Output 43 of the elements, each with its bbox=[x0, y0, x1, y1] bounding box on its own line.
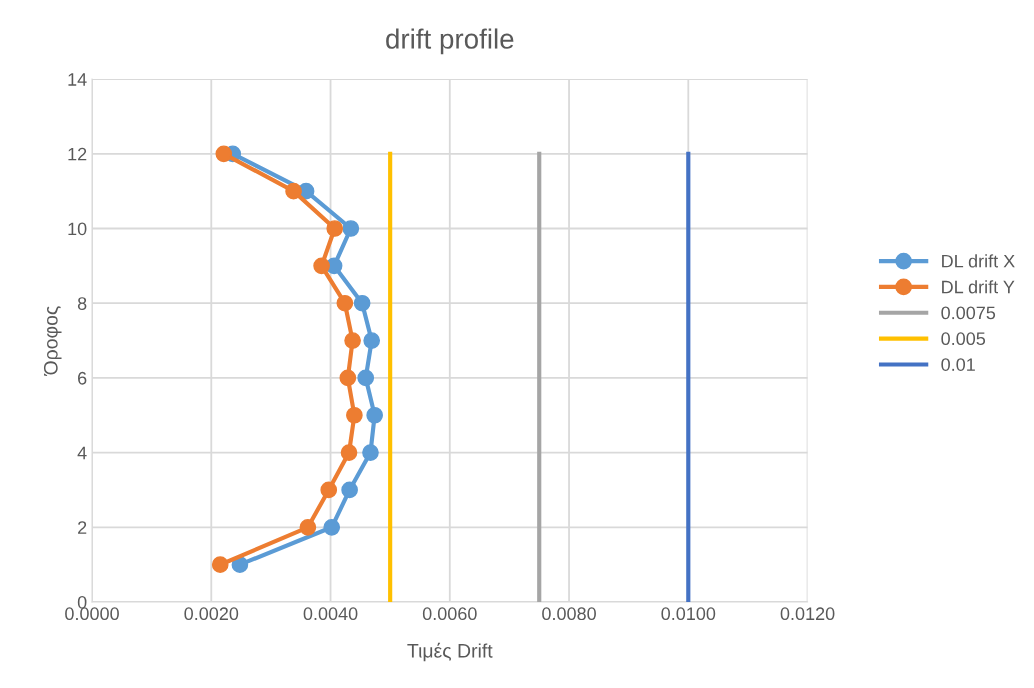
point bbox=[363, 332, 381, 349]
point bbox=[285, 182, 302, 200]
y-tick-label: 12 bbox=[68, 147, 87, 161]
point bbox=[299, 518, 317, 536]
point bbox=[326, 220, 344, 237]
legend-label: 0.005 bbox=[941, 332, 986, 346]
point bbox=[342, 220, 360, 237]
x-tick-label: 0.0080 bbox=[542, 607, 596, 621]
point bbox=[320, 481, 338, 499]
legend-label: 0.0075 bbox=[941, 306, 996, 320]
point bbox=[346, 406, 363, 424]
point bbox=[344, 332, 361, 349]
point bbox=[353, 294, 371, 312]
chart-title: drift profile bbox=[386, 28, 514, 55]
point bbox=[339, 369, 357, 387]
point bbox=[211, 556, 229, 573]
point bbox=[215, 145, 233, 163]
x-tick-label: 0.0100 bbox=[661, 607, 716, 621]
y-tick-label: 2 bbox=[78, 521, 87, 534]
x-tick-label: 0.0040 bbox=[303, 607, 358, 621]
x-tick-label: 0.0020 bbox=[184, 607, 239, 621]
point bbox=[366, 406, 383, 424]
y-tick-label: 10 bbox=[68, 222, 87, 236]
x-axis-title: Τιμές Drift bbox=[407, 642, 493, 662]
point bbox=[340, 444, 358, 461]
point bbox=[341, 481, 358, 499]
x-tick-label: 0.0120 bbox=[780, 607, 835, 621]
point bbox=[336, 294, 354, 312]
point bbox=[362, 444, 379, 461]
y-tick-label: 8 bbox=[77, 297, 87, 310]
legend-label: 0.01 bbox=[941, 358, 975, 371]
y-tick-label: 0 bbox=[77, 595, 87, 609]
y-tick-label: 14 bbox=[68, 73, 87, 86]
point bbox=[323, 518, 341, 536]
point bbox=[313, 257, 330, 275]
x-tick-label: 0.0060 bbox=[422, 607, 477, 621]
point bbox=[357, 369, 375, 387]
legend-label: DL drift Y bbox=[942, 280, 1015, 294]
y-tick-label: 6 bbox=[78, 371, 87, 385]
y-axis-title: Όροφος bbox=[43, 306, 62, 377]
x-tick-label: 0.0000 bbox=[65, 607, 119, 621]
legend-label: DL drift X bbox=[942, 254, 1015, 268]
y-tick-label: 4 bbox=[77, 446, 87, 460]
